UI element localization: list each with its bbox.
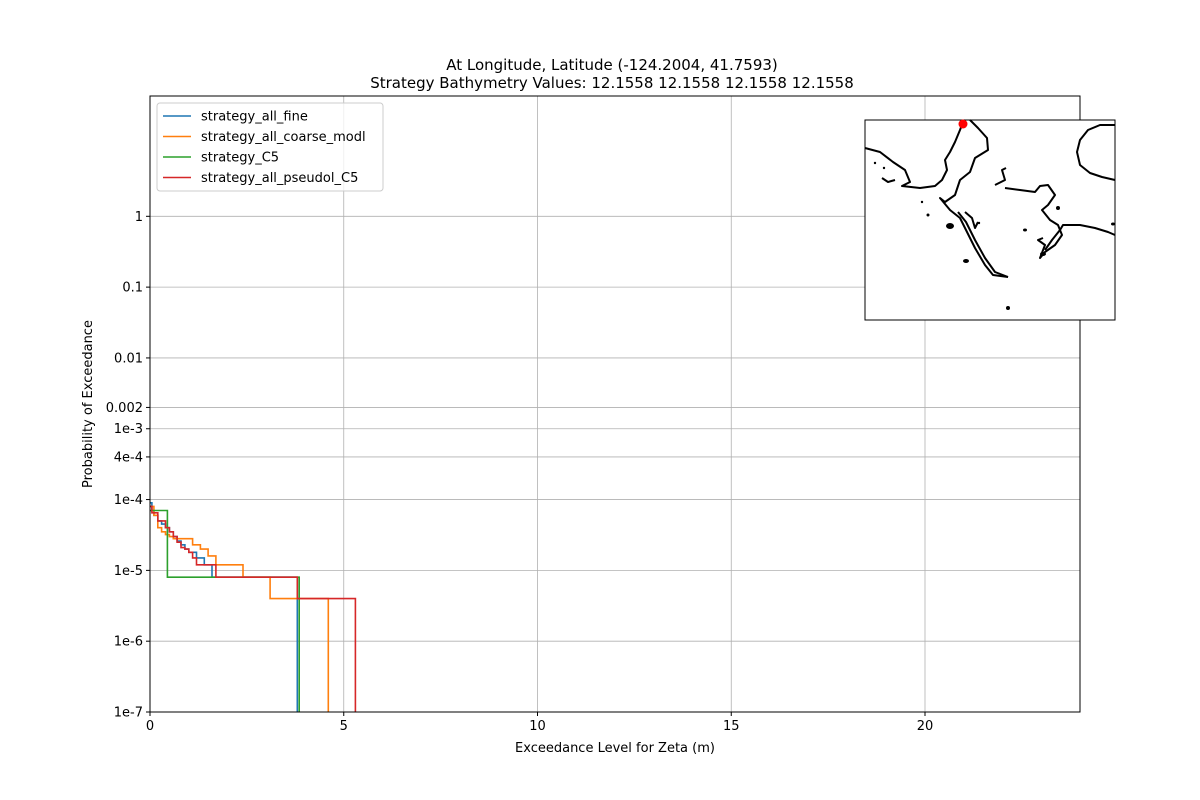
- y-tick-label: 1e-7: [114, 706, 143, 721]
- y-tick-label: 1e-3: [114, 422, 143, 437]
- y-tick-label: 0.002: [106, 401, 143, 416]
- inset-islands: [873, 161, 1115, 310]
- y-axis-label: Probability of Exceedance: [81, 320, 96, 488]
- y-tick-label: 1e-6: [114, 635, 143, 650]
- legend-entry: strategy_all_coarse_modl: [201, 130, 366, 145]
- y-tick-label: 1: [135, 210, 143, 225]
- chart-subtitle: Strategy Bathymetry Values: 12.1558 12.1…: [370, 74, 854, 92]
- y-tick-label: 4e-4: [114, 450, 143, 465]
- series-layer: [150, 502, 357, 712]
- location-marker: [958, 119, 968, 129]
- y-tick-label: 0.1: [122, 281, 143, 296]
- legend-box: [156, 102, 384, 192]
- chart-title: At Longitude, Latitude (-124.2004, 41.75…: [446, 56, 778, 74]
- y-tick-label: 0.01: [114, 351, 143, 366]
- legend-entry: strategy_all_fine: [201, 110, 308, 125]
- x-axis-label: Exceedance Level for Zeta (m): [515, 741, 715, 756]
- legend-entry: strategy_all_pseudol_C5: [201, 171, 358, 186]
- y-tick-label: 1e-5: [114, 564, 143, 579]
- legend-entry: strategy_C5: [201, 151, 279, 166]
- inset-map-frame: [864, 119, 1116, 321]
- x-tick-label: 15: [723, 719, 740, 734]
- y-gridlines: [150, 215, 1080, 713]
- plot-frame: [149, 95, 1081, 713]
- legend: strategy_all_fine strategy_all_coarse_mod…: [156, 102, 384, 192]
- x-tick-label: 0: [146, 719, 154, 734]
- series-line-2: [150, 509, 300, 712]
- x-ticks: 0 5 10 15 20: [146, 712, 933, 734]
- y-tick-label: 1e-4: [114, 493, 143, 508]
- series-line-0: [150, 502, 299, 712]
- y-ticks: 1 0.1 0.01 0.002 1e-3 4e-4 1e-4 1e-5 1e-6 1e-7: [106, 210, 150, 721]
- series-line-3: [150, 505, 357, 712]
- x-tick-label: 20: [917, 719, 934, 734]
- x-tick-label: 10: [529, 719, 546, 734]
- inset-map: [864, 119, 1116, 321]
- x-tick-label: 5: [340, 719, 348, 734]
